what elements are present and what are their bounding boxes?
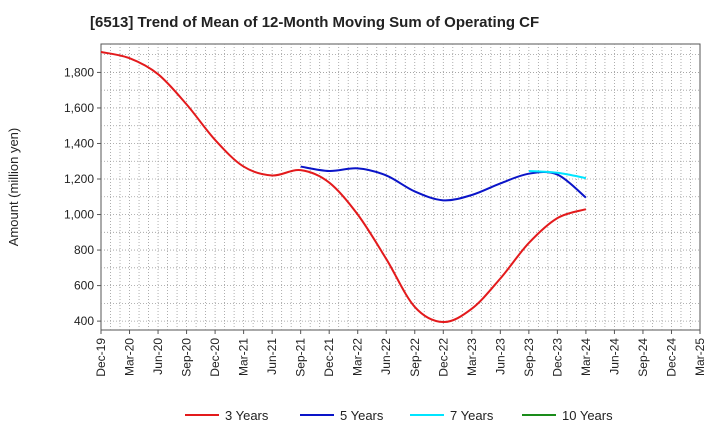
y-tick-label: 1,600 (64, 101, 94, 115)
x-tick-label: Jun-23 (493, 338, 507, 375)
y-tick-label: 600 (74, 279, 94, 293)
legend-label-3-years: 3 Years (225, 408, 269, 423)
y-tick-label: 400 (74, 314, 94, 328)
series-line-7-years (528, 170, 587, 180)
x-tick-label: Mar-21 (237, 338, 251, 376)
chart-title: [6513] Trend of Mean of 12-Month Moving … (90, 14, 540, 31)
legend-label-10-years: 10 Years (562, 408, 613, 423)
x-tick-label: Dec-19 (94, 338, 108, 377)
y-tick-label: 800 (74, 243, 94, 257)
x-tick-label: Dec-20 (208, 338, 222, 377)
x-tick-label: Sep-24 (636, 338, 650, 377)
x-tick-label: Sep-23 (522, 338, 536, 377)
x-tick-label: Jun-20 (151, 338, 165, 375)
y-tick-label: 1,000 (64, 208, 94, 222)
x-tick-label: Sep-20 (180, 338, 194, 377)
x-tick-label: Mar-24 (579, 338, 593, 376)
x-tick-label: Mar-22 (351, 338, 365, 376)
legend-label-7-years: 7 Years (450, 408, 494, 423)
y-tick-label: 1,200 (64, 172, 94, 186)
x-tick-label: Dec-23 (550, 338, 564, 377)
x-tick-label: Dec-22 (436, 338, 450, 377)
x-tick-label: Jun-24 (607, 338, 621, 375)
legend-label-5-years: 5 Years (340, 408, 384, 423)
x-tick-label: Sep-22 (408, 338, 422, 377)
x-tick-label: Dec-21 (322, 338, 336, 377)
series-line-5-years (300, 165, 587, 202)
x-tick-label: Mar-20 (123, 338, 137, 376)
x-tick-label: Sep-21 (294, 338, 308, 377)
x-tick-label: Mar-25 (693, 338, 707, 376)
y-axis-label: Amount (million yen) (6, 128, 21, 247)
plot-area (100, 43, 701, 331)
x-tick-label: Dec-24 (664, 338, 678, 377)
series-line-3-years (100, 51, 587, 324)
x-tick-label: Jun-22 (379, 338, 393, 375)
y-tick-label: 1,400 (64, 136, 94, 150)
y-tick-label: 1,800 (64, 65, 94, 79)
x-tick-label: Jun-21 (265, 338, 279, 375)
x-tick-label: Mar-23 (465, 338, 479, 376)
